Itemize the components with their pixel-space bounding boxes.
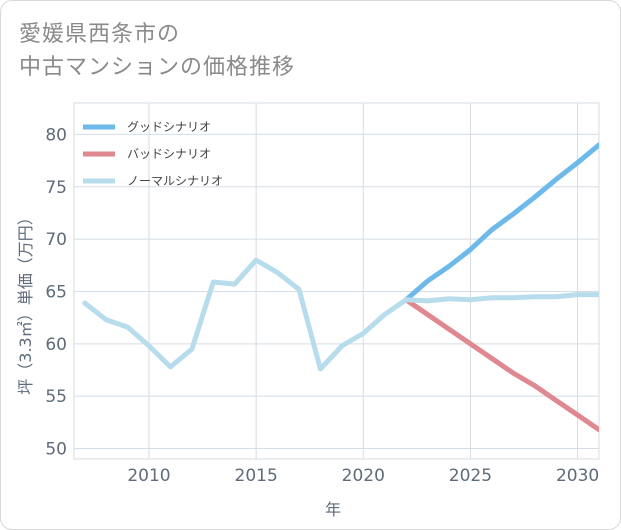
x-tick-label: 2010: [127, 466, 170, 486]
normal-scenario-line: [82, 257, 599, 372]
chart-title-line1: 愛媛県西条市の: [19, 22, 181, 47]
x-axis-label: 年: [325, 500, 341, 519]
x-tick-label: 2025: [449, 466, 492, 486]
legend-item-normal-label: ノーマルシナリオ: [127, 174, 223, 188]
y-tick-label: 50: [45, 440, 67, 460]
y-tick-label: 55: [45, 387, 67, 407]
legend-item-good-label: グッドシナリオ: [127, 120, 211, 134]
x-tick-label: 2020: [342, 466, 385, 486]
y-tick-label: 70: [45, 230, 67, 250]
y-tick-label: 75: [45, 178, 67, 198]
y-tick-label: 80: [45, 125, 67, 145]
tick-labels: 50 55 60 65 70 75 80 2010 2015 2020 2025 2030: [45, 125, 599, 486]
y-tick-label: 65: [45, 282, 67, 302]
x-tick-label: 2030: [556, 466, 599, 486]
grid-lines: [73, 102, 600, 460]
bad-scenario-line: [403, 297, 599, 433]
legend-item-bad-label: バッドシナリオ: [127, 147, 211, 161]
x-tick-label: 2015: [235, 466, 278, 486]
good-scenario-line: [403, 142, 599, 303]
y-tick-label: 60: [45, 335, 67, 355]
plot-area-border: [73, 102, 600, 460]
chart-title: 愛媛県西条市の 中古マンションの価格推移: [19, 18, 295, 84]
series-lines: [82, 142, 599, 433]
chart-title-line2: 中古マンションの価格推移: [19, 55, 296, 80]
y-axis-label: 坪（3.3㎡）単価（万円）: [16, 209, 35, 394]
